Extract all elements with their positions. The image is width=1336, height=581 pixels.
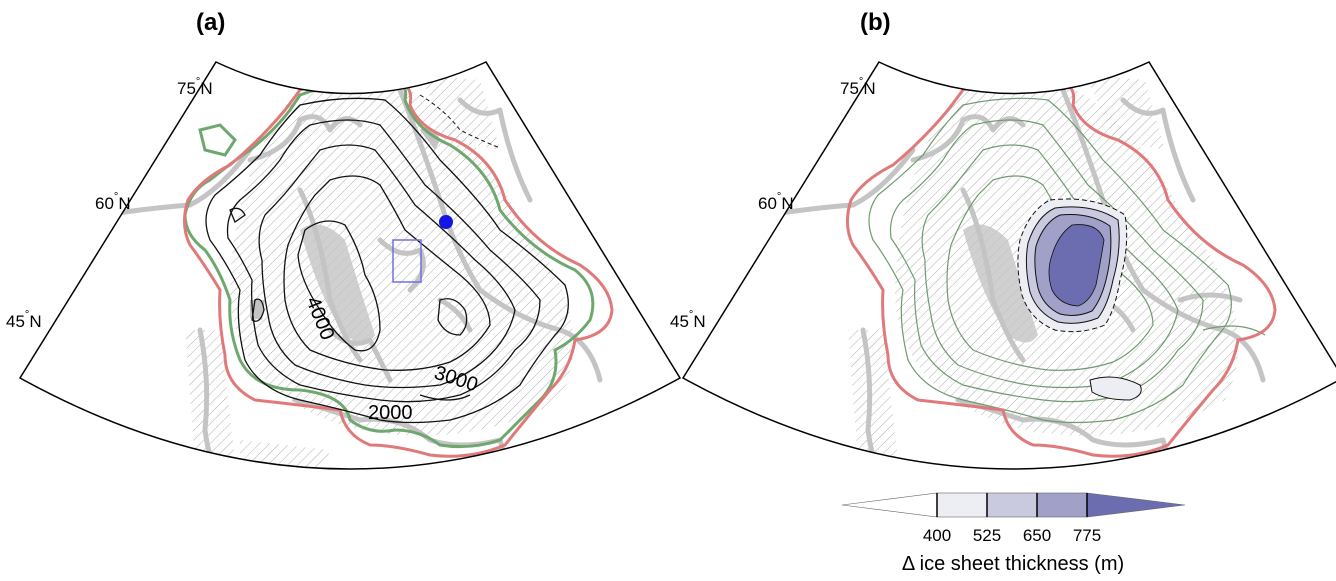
hatched-area xyxy=(240,440,330,469)
svg-text:75°N: 75°N xyxy=(840,76,876,98)
panel-b: (b) xyxy=(670,9,1336,470)
svg-text:60°N: 60°N xyxy=(95,191,131,213)
site-marker xyxy=(439,215,453,229)
colorbar-tick-label: 400 xyxy=(923,526,951,545)
colorbar-title: Δ ice sheet thickness (m) xyxy=(902,553,1124,575)
svg-text:75°N: 75°N xyxy=(177,76,213,98)
hatched-area xyxy=(185,330,235,460)
land-patches xyxy=(963,224,1038,343)
colorbar-segment-below xyxy=(841,492,938,518)
colorbar-segment-525-650 xyxy=(986,492,1038,518)
colorbar-segment-400-525 xyxy=(936,492,988,518)
red-margin-contour xyxy=(846,76,1277,458)
panel-a-lat-label-45: 45°N xyxy=(6,309,42,331)
panel-a-label: (a) xyxy=(196,9,225,36)
panel-b-map-frame xyxy=(681,61,1336,470)
dashed-contour xyxy=(419,94,501,149)
green-margin-contour xyxy=(183,78,595,449)
colorbar: 400 525 650 775 Δ ice sheet thickness (m… xyxy=(841,492,1186,575)
thickness-change-field xyxy=(1017,198,1142,401)
green-margin-contour xyxy=(198,123,237,157)
panel-a-map-frame xyxy=(18,61,682,470)
panel-b-map-body xyxy=(683,75,1277,469)
panel-b-label: (b) xyxy=(860,9,891,36)
thickness-band-775-plus xyxy=(1048,224,1105,307)
panel-a-lat-label-75: 75°N xyxy=(177,76,213,98)
panel-b-lat-label-60: 60°N xyxy=(758,191,794,213)
svg-text:45°N: 45°N xyxy=(6,309,42,331)
svg-text:60°N: 60°N xyxy=(758,191,794,213)
thickness-band-400-525 xyxy=(1089,376,1142,401)
hatched-area xyxy=(420,75,500,150)
hatched-area xyxy=(848,330,898,460)
svg-text:45°N: 45°N xyxy=(670,309,706,331)
colorbar-segment-650-775 xyxy=(1036,492,1088,518)
colorbar-tick-label: 775 xyxy=(1073,526,1101,545)
hatched-area xyxy=(1085,75,1165,150)
panel-a: (a) xyxy=(6,9,682,470)
hatched-area xyxy=(230,82,574,436)
elevation-contours xyxy=(205,97,569,424)
panel-b-lat-label-45: 45°N xyxy=(670,309,706,331)
red-margin-contour xyxy=(183,76,614,458)
colorbar-segment-above xyxy=(1086,492,1186,518)
panel-a-map-body: 4000 3000 2000 xyxy=(20,75,614,469)
colorbar-tick-label: 650 xyxy=(1023,526,1051,545)
panel-b-lat-label-75: 75°N xyxy=(840,76,876,98)
panel-a-lat-label-60: 60°N xyxy=(95,191,131,213)
contour-label-2000: 2000 xyxy=(368,402,413,424)
study-region-box xyxy=(392,239,422,283)
colorbar-tick-label: 525 xyxy=(973,526,1001,545)
